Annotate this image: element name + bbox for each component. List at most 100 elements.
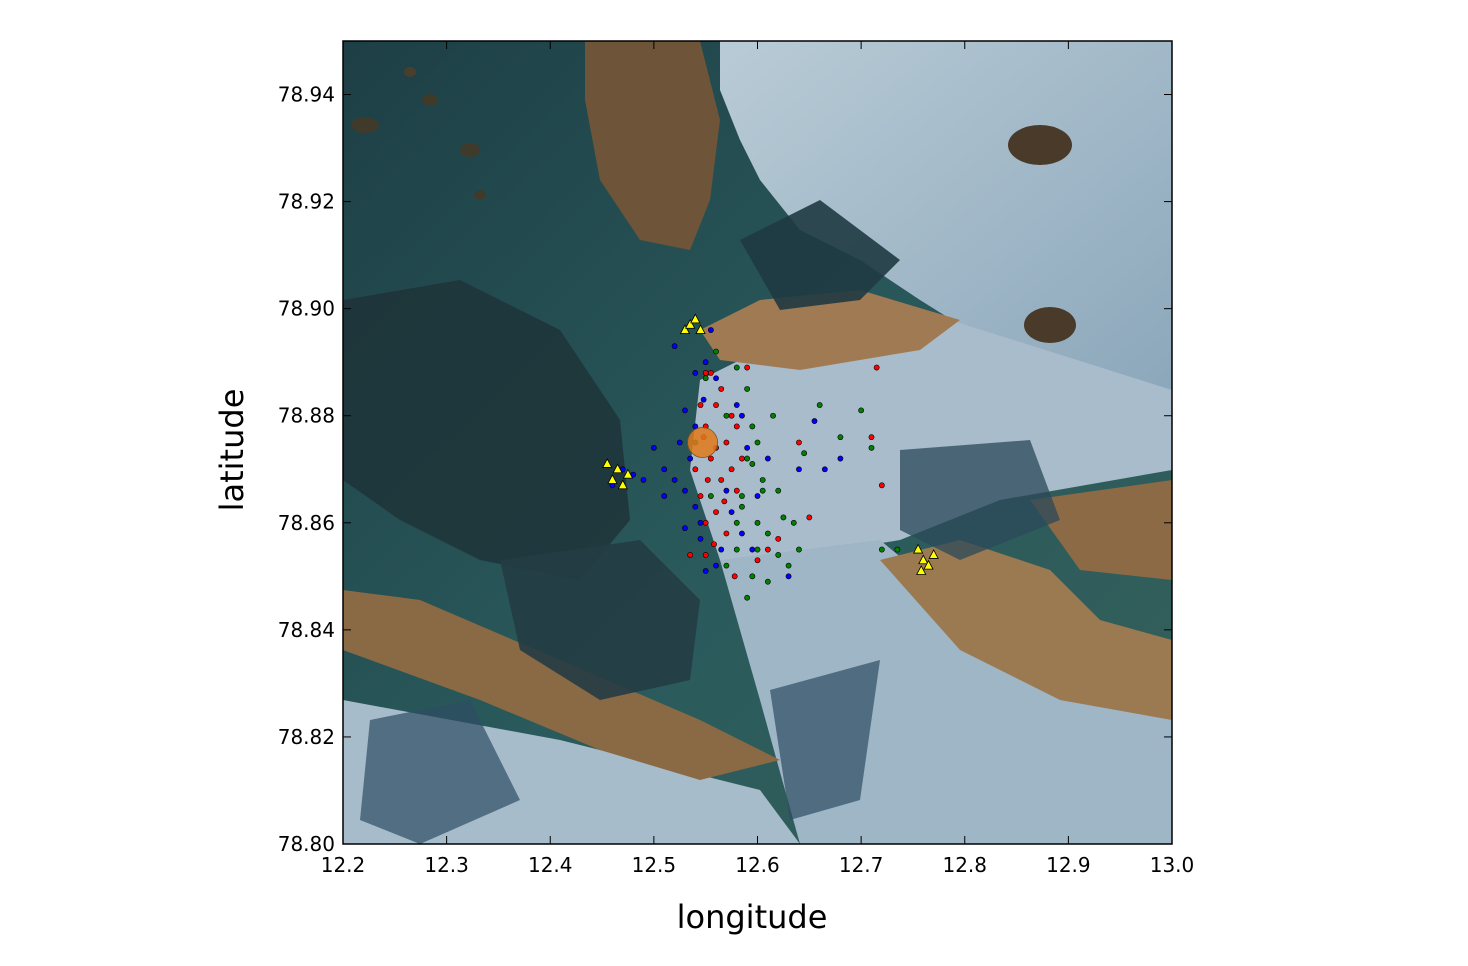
scatter-point [796, 439, 802, 446]
scatter-point [679, 324, 691, 334]
series-2 [692, 348, 901, 601]
scatter-point [785, 573, 792, 580]
scatter-point [704, 477, 711, 483]
scatter-point [602, 458, 613, 468]
scatter-point [707, 455, 714, 462]
scatter-point [744, 364, 751, 371]
series-0 [687, 364, 885, 580]
scatter-points [602, 313, 939, 601]
scatter-point [713, 375, 719, 382]
scatter-point [801, 450, 808, 457]
scatter-point [661, 493, 668, 499]
scatter-point [612, 463, 623, 474]
scatter-point [711, 541, 717, 548]
scatter-point [733, 487, 740, 494]
scatter-point [806, 514, 813, 521]
scatter-point [622, 468, 634, 479]
scatter-point [878, 482, 885, 489]
scatter-point [731, 573, 738, 580]
scatter-point [687, 455, 694, 462]
scatter-point [692, 503, 699, 510]
scatter-point [764, 530, 771, 537]
scatter-point [764, 578, 771, 585]
scatter-point [682, 525, 688, 532]
scatter-point [713, 348, 719, 355]
x-tick-label: 13.0 [1150, 853, 1195, 877]
scatter-point [733, 364, 740, 371]
scatter-point [697, 402, 704, 408]
scatter-point [754, 493, 761, 499]
scatter-point [764, 546, 771, 553]
scatter-point [682, 487, 688, 494]
scatter-point [894, 546, 901, 553]
scatter-point [687, 427, 718, 458]
scatter-point [697, 493, 704, 499]
scatter-point [749, 573, 756, 580]
x-axis-label: longitude [677, 898, 828, 936]
scatter-point [916, 565, 927, 575]
y-axis: 78.80 78.82 78.84 78.86 78.88 78.90 78.92 78.94 [278, 83, 1172, 856]
scatter-point [780, 514, 787, 521]
scatter-point [682, 407, 688, 414]
scatter-point [702, 568, 709, 574]
scatter-point [713, 402, 719, 408]
scatter-point [759, 487, 766, 494]
series-3 [602, 313, 939, 575]
scatter-point [733, 423, 740, 430]
scatter-point [617, 479, 628, 490]
scatter-point [697, 519, 704, 526]
scatter-point [702, 370, 709, 376]
x-tick-label: 12.5 [632, 853, 677, 877]
scatter-point [739, 412, 745, 419]
series-1 [609, 327, 844, 580]
scatter-point [796, 466, 802, 473]
scatter-point [744, 386, 751, 392]
scatter-point [837, 434, 844, 441]
y-tick-label: 78.88 [278, 404, 335, 428]
scatter-point [684, 318, 696, 329]
scatter-point [707, 327, 714, 333]
scatter-point [723, 487, 730, 494]
scatter-point [733, 546, 740, 553]
y-tick-label: 78.94 [278, 83, 335, 107]
scatter-point [770, 412, 776, 419]
x-tick-label: 12.2 [321, 853, 366, 877]
scatter-point [697, 535, 704, 542]
scatter-point [754, 557, 761, 564]
scatter-point [811, 418, 818, 424]
scatter-point [671, 343, 678, 350]
scatter-point [821, 466, 828, 473]
scatter-point [790, 519, 797, 526]
x-tick-label: 12.7 [839, 853, 884, 877]
scatter-point [723, 530, 730, 537]
y-tick-label: 78.82 [278, 725, 335, 749]
y-tick-label: 78.90 [278, 297, 335, 321]
scatter-point [707, 493, 714, 499]
x-tick-label: 12.9 [1046, 853, 1091, 877]
scatter-point [692, 466, 699, 473]
y-tick-label: 78.84 [278, 618, 335, 642]
scatter-point [749, 546, 756, 553]
scatter-point [733, 519, 740, 526]
scatter-point [700, 396, 707, 403]
scatter-point [718, 546, 725, 553]
scatter-point [671, 477, 678, 483]
scatter-point [723, 439, 730, 446]
scatter-point [690, 313, 701, 324]
scatter-point [650, 444, 657, 451]
y-tick-label: 78.86 [278, 511, 335, 535]
x-tick-label: 12.6 [735, 853, 780, 877]
scatter-point [749, 461, 756, 467]
scatter-point [702, 375, 709, 382]
scatter-point [721, 498, 728, 505]
satellite-background [343, 41, 1172, 844]
scatter-point [749, 423, 756, 430]
y-tick-label: 78.80 [278, 832, 335, 856]
scatter-point [775, 535, 782, 542]
scatter-point [718, 386, 725, 392]
scatter-point [744, 444, 751, 451]
scatter-point [728, 509, 735, 515]
scatter-point [764, 455, 771, 462]
scatter-point [739, 530, 745, 537]
scatter-point [713, 509, 719, 515]
